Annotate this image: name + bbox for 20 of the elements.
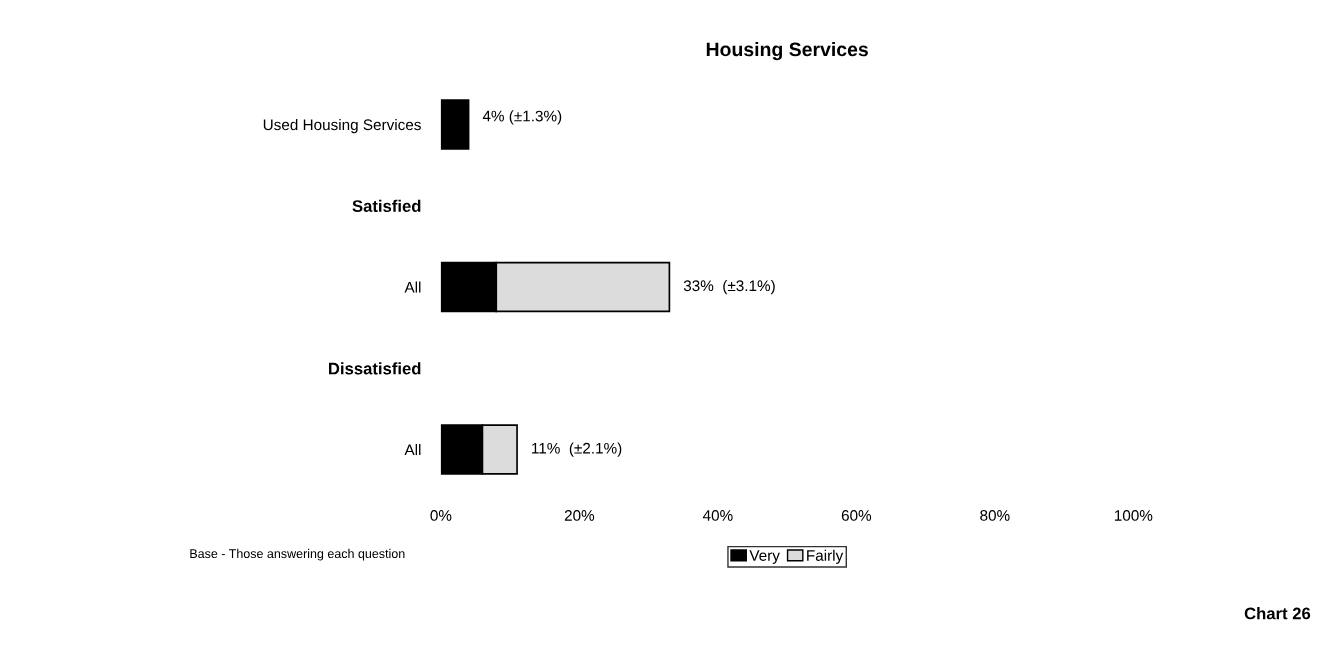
y-tick-label: All xyxy=(404,444,421,456)
x-tick-label: 60% xyxy=(841,510,872,521)
caption: Chart 26 xyxy=(1244,607,1311,620)
legend-label: Very xyxy=(749,550,780,564)
y-tick-label: All xyxy=(404,281,421,293)
total-label: 11% (±2.1%) xyxy=(532,442,622,457)
x-tick-label: 20% xyxy=(564,510,595,521)
legend-label: Fairly xyxy=(807,549,844,564)
total-label: 4% (±1.3%) xyxy=(482,110,562,125)
y-tick-label: Dissatisfied xyxy=(329,362,421,375)
bar xyxy=(440,99,470,150)
total-label: 33% (±3.1%) xyxy=(683,279,775,295)
x-tick-label: 40% xyxy=(702,510,733,521)
text: Base - Those answering each question xyxy=(190,548,405,561)
chart-title: Housing Services xyxy=(706,41,868,61)
x-tick-label: 100% xyxy=(1114,510,1153,521)
y-tick-label: Used Housing Services xyxy=(263,118,421,134)
x-tick-label: 80% xyxy=(980,510,1010,521)
x-tick-label: 0% xyxy=(430,510,452,521)
y-tick-label: Satisfied xyxy=(352,199,421,212)
